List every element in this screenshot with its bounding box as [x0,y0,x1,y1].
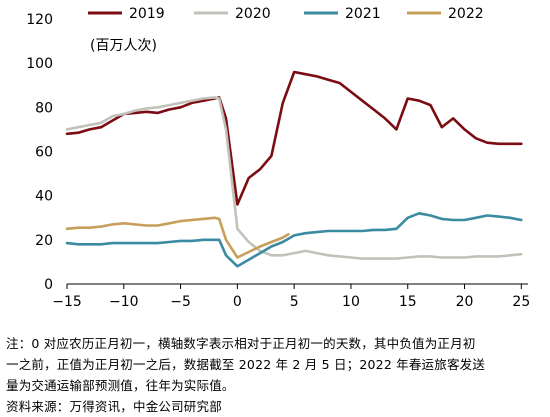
y-tick-label: 80 [35,100,53,116]
x-tick-label: 25 [512,294,530,310]
note-line-1: 注：0 对应农历正月初一，横轴数字表示相对于正月初一的天数，其中负值为正月初 [6,336,476,351]
x-tick-label: 0 [233,294,242,310]
chart-legend: 2019 2020 2021 2022 [88,6,484,22]
series-line-2020 [65,96,523,260]
x-tick-label: 20 [456,294,474,310]
y-tick-label: 100 [26,56,53,72]
series-line-2021 [65,212,523,268]
chart-svg: 2019 2020 2021 2022 (百万人次) 020406080100120 … [26,6,530,310]
y-tick-label: 20 [35,233,53,249]
legend-label-2021: 2021 [345,6,381,22]
x-tick-label: 15 [399,294,417,310]
y-axis-ticks: 0 20 40 60 80 100 120 [26,12,53,293]
x-tick-label: −15 [52,294,82,310]
x-tick-label: −10 [109,294,139,310]
series-layer [65,70,523,268]
series-line-2019 [65,70,523,206]
source-line: 资料来源：万得资讯，中金公司研究部 [6,399,222,414]
line-chart: 2019 2020 2021 2022 (百万人次) 0 20 40 60 80 100 120 … [26,6,530,310]
y-tick-label: 40 [35,189,53,205]
x-tick-label: 5 [290,294,299,310]
legend-label-2020: 2020 [235,6,271,22]
chart-note: 注：0 对应农历正月初一，横轴数字表示相对于正月初一的天数，其中负值为正月初 一… [6,333,546,417]
note-line-3: 量为交通运输部预测值，往年为实际值。 [6,378,235,393]
x-tick-label: 10 [342,294,360,310]
legend-label-2019: 2019 [129,6,165,22]
series-line-2022 [65,216,290,259]
y-tick-label: 60 [35,145,53,161]
x-tick-label: −5 [170,294,191,310]
note-line-2: 一之前，正值为正月初一之后，数据截至 2022 年 2 月 5 日；2022 年… [6,357,486,372]
y-tick-label: 120 [26,12,53,28]
y-axis-unit-label: (百万人次) [90,38,157,54]
y-tick-label: 0 [44,277,53,293]
x-axis-ticks: −15 −10 −5 0 5 10 15 20 25 [52,284,530,310]
legend-label-2022: 2022 [448,6,484,22]
